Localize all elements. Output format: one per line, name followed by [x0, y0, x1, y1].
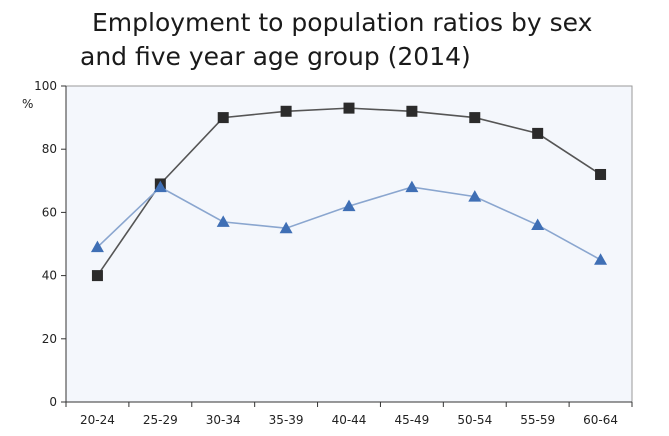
data-point-square: [595, 168, 607, 180]
x-tick-label: 20-24: [80, 413, 115, 427]
data-point-square: [532, 127, 544, 139]
y-tick-label: 100: [34, 79, 57, 93]
x-tick-label: 50-54: [457, 413, 492, 427]
data-point-triangle: [279, 221, 293, 234]
x-tick-label: 25-29: [143, 413, 178, 427]
data-point-square: [406, 105, 418, 117]
y-tick-label: 40: [42, 269, 57, 283]
chart-title-line-2: and five year age group (2014): [80, 42, 471, 71]
chart-title-line-1: Employment to population ratios by sex: [92, 8, 593, 37]
y-tick-label: 0: [49, 395, 57, 409]
data-point-triangle: [468, 190, 482, 202]
data-point-triangle: [216, 215, 230, 227]
data-point-square: [91, 270, 103, 282]
x-tick-label: 40-44: [332, 413, 367, 427]
series-1: [91, 102, 607, 282]
y-ticks: 0 20 40 60 80 100: [34, 79, 66, 409]
x-tick-label: 55-59: [520, 413, 555, 427]
y-tick-label: 20: [42, 332, 57, 346]
y-tick-label: 80: [42, 142, 57, 156]
y-axis-unit: %: [22, 97, 33, 111]
data-point-square: [280, 105, 292, 117]
data-point-triangle: [342, 199, 356, 212]
plot-area: [65, 85, 633, 403]
y-tick-label: 60: [42, 205, 57, 219]
x-tick-label: 35-39: [269, 413, 304, 427]
data-point-triangle: [531, 218, 545, 231]
data-point-square: [469, 112, 481, 124]
data-point-triangle: [594, 253, 608, 265]
data-point-triangle: [153, 180, 167, 193]
series-2: [90, 180, 608, 265]
data-point-square: [217, 112, 229, 124]
x-tick-label: 60-64: [583, 413, 618, 427]
data-point-triangle: [90, 240, 104, 253]
x-tick-label: 45-49: [394, 413, 429, 427]
data-point-square: [343, 102, 355, 114]
x-tick-label: 30-34: [206, 413, 241, 427]
series-layer: [90, 102, 608, 282]
data-point-triangle: [405, 180, 419, 193]
x-ticks: 20-24 25-29 30-34 35-39 40-44 45-49 50-54 55-59…: [65, 402, 633, 427]
